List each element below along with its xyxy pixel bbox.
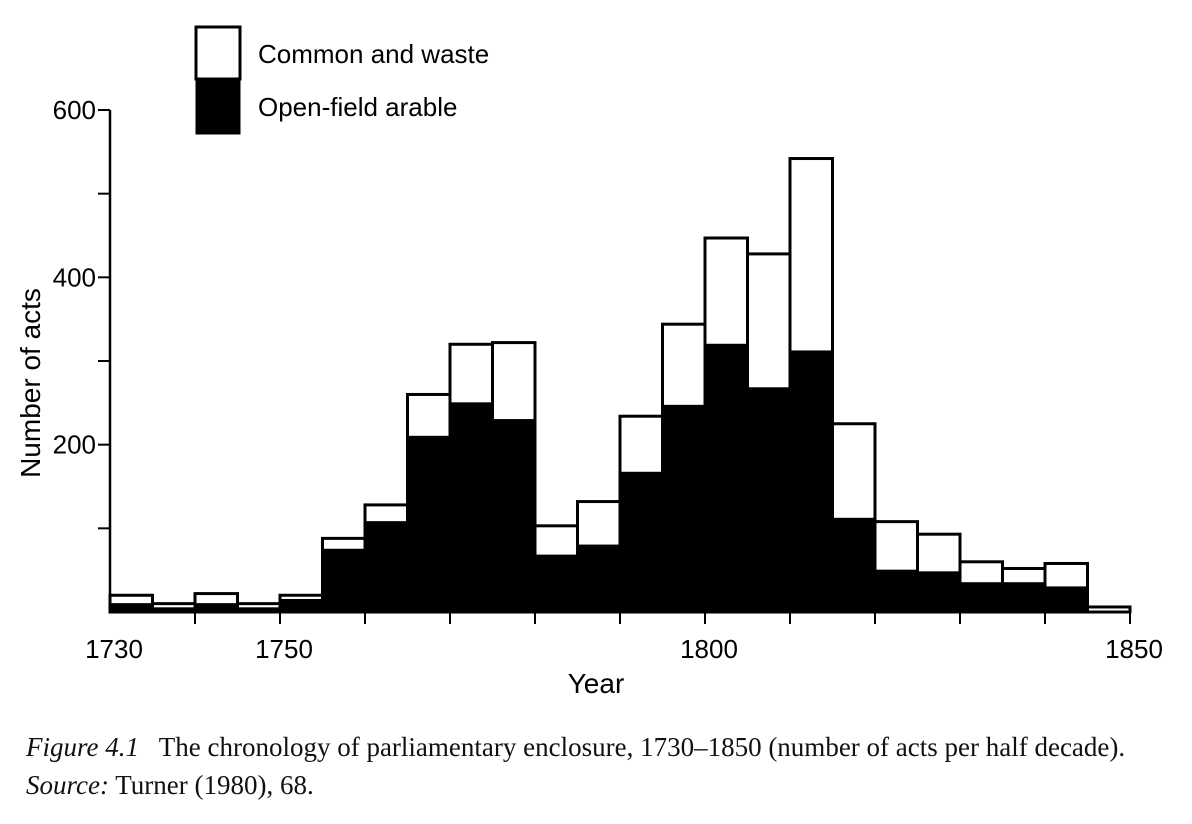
legend-swatch-common-waste bbox=[194, 25, 242, 81]
y-tick-label: 200 bbox=[53, 430, 96, 460]
bar-open-field-arable bbox=[917, 571, 961, 613]
axes-group: 200 400 600 1730 1750 1800 1850 bbox=[53, 95, 1163, 664]
bar-open-field-arable bbox=[704, 343, 748, 613]
bar-open-field-arable bbox=[364, 521, 408, 613]
bar-open-field-arable bbox=[1002, 582, 1046, 613]
y-axis-title: Number of acts bbox=[15, 288, 46, 478]
bar-open-field-arable bbox=[874, 569, 918, 613]
bar-open-field-arable bbox=[662, 404, 706, 613]
bars-group bbox=[108, 157, 1132, 614]
bar-open-field-arable bbox=[109, 603, 153, 613]
bar-open-field-arable bbox=[534, 554, 578, 613]
enclosure-chart: 200 400 600 1730 1750 1800 1850 Common and was… bbox=[15, 25, 1163, 699]
legend-label-open-field-arable: Open-field arable bbox=[258, 92, 457, 122]
bar-open-field-arable bbox=[789, 350, 833, 613]
y-tick-label: 600 bbox=[53, 95, 96, 125]
bar-open-field-arable bbox=[832, 517, 876, 613]
legend-swatch-open-field-arable bbox=[195, 78, 241, 135]
x-tick-label: 1750 bbox=[255, 634, 313, 664]
x-tick-label: 1800 bbox=[680, 634, 738, 664]
bar-open-field-arable bbox=[747, 387, 791, 613]
caption-source-text: Turner (1980), 68. bbox=[115, 770, 314, 800]
x-axis-title: Year bbox=[568, 668, 625, 699]
bar-open-field-arable bbox=[322, 548, 366, 613]
bar-open-field-arable bbox=[1044, 586, 1088, 613]
bar-open-field-arable bbox=[577, 544, 621, 613]
bar-open-field-arable bbox=[492, 419, 536, 613]
x-tick-label: 1730 bbox=[85, 634, 143, 664]
bar-open-field-arable bbox=[407, 435, 451, 613]
x-tick-label: 1850 bbox=[1105, 634, 1163, 664]
caption-figure-label: Figure 4.1 bbox=[26, 732, 139, 762]
caption-text: The chronology of parliamentary enclosur… bbox=[158, 732, 1126, 762]
y-tick-label: 400 bbox=[53, 262, 96, 292]
bar-open-field-arable bbox=[279, 598, 323, 613]
caption-source-label: Source: bbox=[26, 770, 109, 800]
figure-caption: Figure 4.1 The chronology of parliamenta… bbox=[26, 728, 1176, 804]
legend-label-common-waste: Common and waste bbox=[258, 39, 489, 69]
bar-open-field-arable bbox=[959, 582, 1003, 613]
bar-open-field-arable bbox=[449, 402, 493, 613]
legend: Common and waste Open-field arable bbox=[194, 25, 489, 135]
bar-open-field-arable bbox=[194, 603, 238, 613]
bar-open-field-arable bbox=[619, 471, 663, 613]
